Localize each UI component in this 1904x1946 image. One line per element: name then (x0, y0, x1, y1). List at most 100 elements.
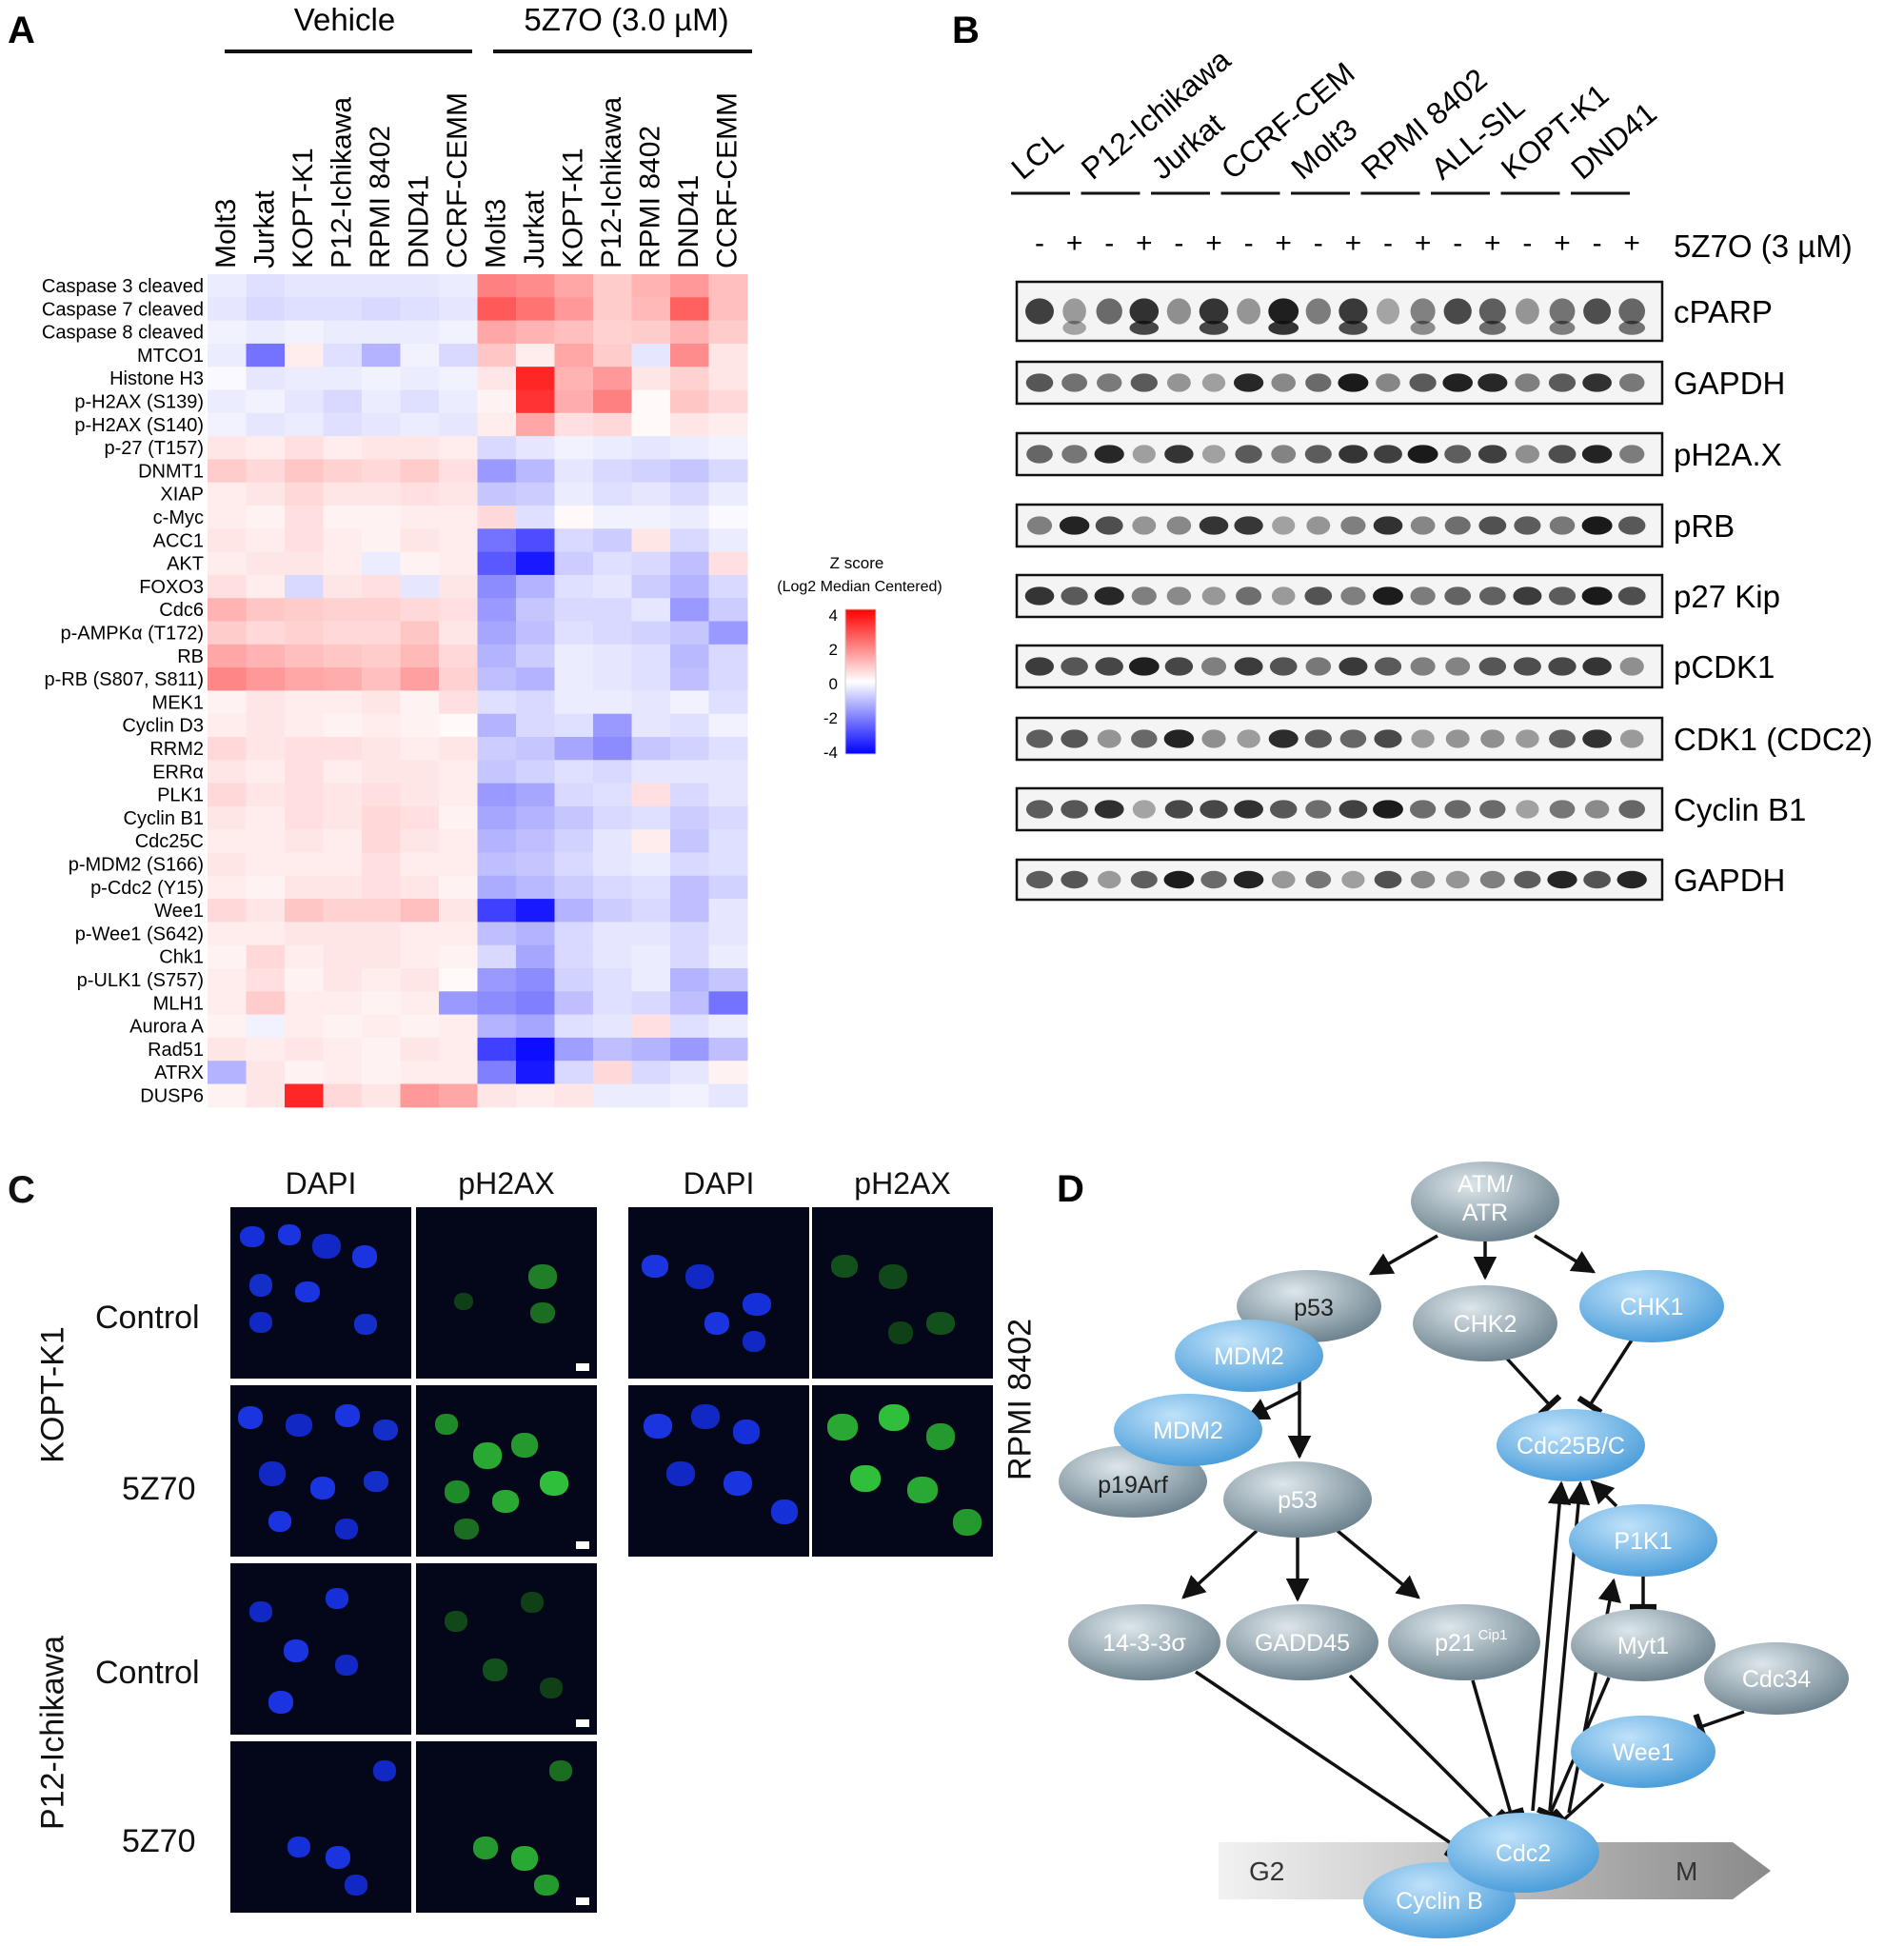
heatmap-cell (285, 875, 324, 900)
micrograph-kopt-treated-ph2ax (416, 1385, 597, 1557)
heatmap-column-label: P12-Ichikawa (596, 97, 627, 268)
heatmap-cell (708, 598, 748, 622)
heatmap-cell (285, 690, 324, 715)
nucleus (259, 1461, 286, 1486)
heatmap-cell (285, 667, 324, 691)
heatmap-cell (439, 737, 478, 761)
nucleus (288, 1837, 310, 1857)
blot-band (1618, 373, 1645, 392)
heatmap-cell (362, 829, 401, 853)
legend-tick-label: -2 (823, 709, 838, 727)
heatmap-cell (208, 1083, 247, 1108)
node-label: Cdc2 (1496, 1840, 1551, 1867)
heatmap-column-label: Molt3 (210, 199, 242, 268)
treatment-mark: + (1066, 228, 1083, 259)
heatmap-cell (631, 667, 671, 691)
heatmap-cell (554, 1083, 594, 1108)
heatmap-cell (400, 574, 440, 599)
blot-band (1478, 445, 1507, 464)
blot-band (1200, 657, 1227, 676)
heatmap-column-label: P12-Ichikawa (327, 97, 358, 268)
nucleus (691, 1404, 720, 1429)
heatmap-cell (477, 482, 517, 506)
heatmap-cell (477, 528, 517, 553)
blot-band (1233, 373, 1264, 392)
node-label: p53 (1278, 1487, 1318, 1514)
heatmap-cell (554, 922, 594, 946)
heatmap-row-label: FOXO3 (139, 577, 204, 598)
heatmap-cell (323, 968, 363, 992)
heatmap-cell (362, 783, 401, 807)
node-atm-atr: ATM/ATR (1411, 1162, 1559, 1241)
heatmap-cell (400, 667, 440, 691)
heatmap-row-label: p-27 (T157) (105, 438, 205, 459)
atm-line-1: ATM/ (1458, 1171, 1513, 1198)
heatmap-cell (323, 412, 363, 437)
heatmap-cell (554, 343, 594, 367)
heatmap-cell (246, 644, 286, 668)
heatmap-cell (323, 1083, 363, 1108)
blot-band (1373, 800, 1403, 819)
heatmap-cell (516, 459, 555, 484)
micrograph-p12-control-ph2ax (416, 1563, 597, 1735)
heatmap-row-label: Cyclin B1 (124, 808, 204, 829)
heatmap-cell (246, 1083, 286, 1108)
inhibition-edge (1577, 1338, 1635, 1416)
heatmap-cell (285, 459, 324, 484)
heatmap-row-label: MTCO1 (137, 346, 204, 367)
heatmap-cell (670, 482, 709, 506)
blot-band (1618, 800, 1645, 819)
heatmap-cell (285, 713, 324, 738)
heatmap-cell (439, 412, 478, 437)
heatmap-cell (400, 805, 440, 830)
blot-band (1062, 298, 1086, 325)
treatment-mark: + (1205, 228, 1222, 259)
blot-band (1096, 298, 1122, 325)
heatmap-row-label: p-H2AX (S139) (74, 391, 204, 412)
legend-ticks: 4 2 0 -2 -4 (823, 606, 838, 762)
heatmap-cell (670, 944, 709, 969)
blot-label: cPARP (1674, 294, 1773, 329)
heatmap-cell (631, 875, 671, 900)
node-label: MDM2 (1153, 1418, 1223, 1444)
heatmap-cell (477, 968, 517, 992)
heatmap-cell (554, 297, 594, 322)
blot-band (1059, 516, 1090, 535)
heatmap-cell (400, 922, 440, 946)
group-label-treated: 5Z7O (3.0 µM) (524, 2, 728, 37)
node-chk2: CHK2 (1413, 1285, 1557, 1361)
heatmap-cell (516, 829, 555, 853)
heatmap-row-label: XIAP (160, 485, 204, 506)
blot-band (1268, 729, 1299, 748)
heatmap-row-label: ACC1 (153, 530, 204, 551)
legend-tick-label: 2 (829, 641, 838, 659)
blot-band (1164, 800, 1194, 819)
inhibition-edge (1348, 1674, 1507, 1833)
heatmap-cell (708, 1061, 748, 1084)
treatment-mark: - (1314, 228, 1323, 259)
heatmap-cell (554, 737, 594, 761)
heatmap-cell (439, 829, 478, 853)
blot-band (1305, 870, 1332, 889)
heatmap-cell (362, 482, 401, 506)
heatmap-cell (670, 922, 709, 946)
heatmap-cell (554, 991, 594, 1016)
heatmap-cell (516, 667, 555, 691)
blot-band (1305, 373, 1332, 392)
blot-band (1478, 657, 1507, 676)
heatmap-cell (208, 899, 247, 923)
heatmap-cell (400, 991, 440, 1016)
blot-band (1271, 445, 1297, 464)
nucleus (445, 1611, 467, 1632)
node-p1k1: P1K1 (1569, 1504, 1717, 1577)
heatmap-cell (439, 574, 478, 599)
heatmap-cell (439, 1014, 478, 1039)
treatment-marks: - + - + - + - + - + - + - + - + - + (1035, 228, 1640, 259)
heatmap-cell (631, 737, 671, 761)
heatmap-cell (516, 621, 555, 645)
heatmap-cell (554, 1014, 594, 1039)
heatmap-cell (362, 528, 401, 553)
heatmap-cell (362, 805, 401, 830)
heatmap-cell (439, 367, 478, 390)
heatmap-column-label: Jurkat (519, 190, 550, 268)
